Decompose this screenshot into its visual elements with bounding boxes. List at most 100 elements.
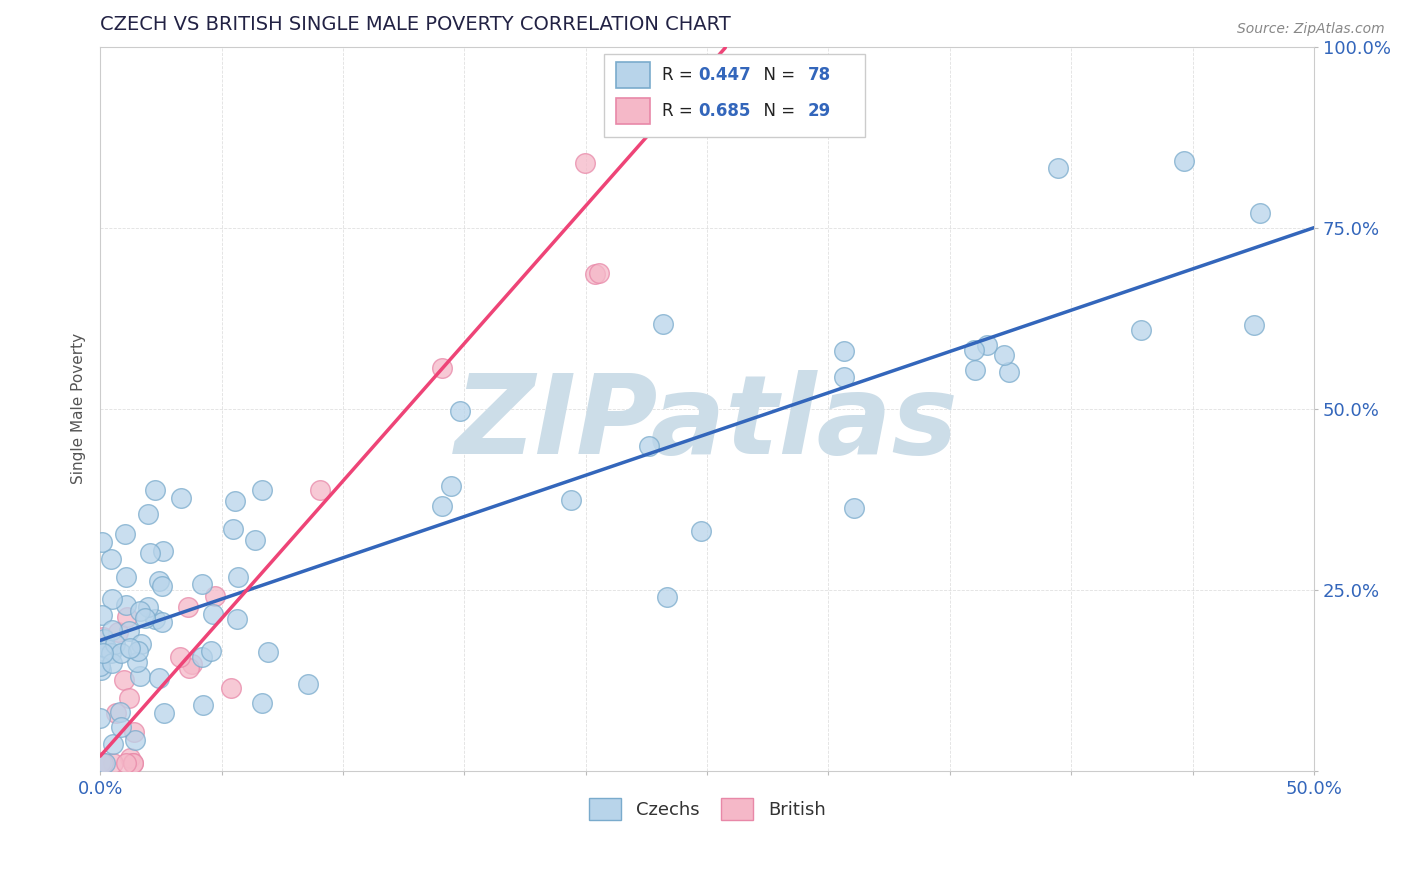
Point [136,599,159,614]
Text: N =: N = [754,102,800,120]
Text: CZECH VS BRITISH SINGLE MALE POVERTY CORRELATION CHART: CZECH VS BRITISH SINGLE MALE POVERTY COR… [100,15,731,34]
Legend: Czechs, British: Czechs, British [581,790,832,827]
Point [101,737,124,751]
Point [107,625,129,640]
Text: 0.447: 0.447 [699,66,751,84]
Point [177,600,200,615]
Point [800,4,823,18]
Point [104,706,127,720]
Point [148,574,170,589]
Point [91,756,114,771]
Y-axis label: Single Male Poverty: Single Male Poverty [72,333,86,484]
Point [115,610,138,624]
Point [100,646,122,660]
Point [1046,161,1069,176]
Point [180,657,202,671]
Point [842,501,865,516]
Point [89,711,111,725]
Point [832,370,855,384]
Point [118,624,141,638]
Point [1130,322,1153,336]
FancyBboxPatch shape [616,62,650,88]
Text: Source: ZipAtlas.com: Source: ZipAtlas.com [1237,22,1385,37]
Point [134,611,156,625]
Text: 78: 78 [808,66,831,84]
Point [90,755,112,769]
FancyBboxPatch shape [603,54,865,137]
Point [150,615,173,630]
Point [655,590,678,604]
Point [91,607,114,622]
Text: N =: N = [754,66,800,84]
Point [129,604,152,618]
Point [93,632,115,646]
Point [651,318,673,332]
Point [122,725,145,739]
Point [91,647,114,661]
Point [834,344,856,359]
Point [190,577,212,591]
Point [152,543,174,558]
Point [104,637,127,651]
Point [430,500,453,514]
Text: 0.685: 0.685 [699,102,751,120]
Point [297,677,319,691]
Text: R =: R = [662,102,699,120]
Point [150,580,173,594]
Point [114,756,136,771]
Point [124,732,146,747]
Point [689,524,711,538]
Point [90,535,112,549]
Point [153,706,176,720]
Point [170,491,193,505]
Point [91,630,114,644]
Point [122,756,145,771]
Point [202,607,225,621]
Point [430,360,453,375]
Point [110,720,132,734]
Point [997,365,1019,379]
Point [129,637,152,651]
Point [1173,154,1195,169]
Point [204,589,226,603]
Point [143,483,166,497]
Point [993,347,1015,361]
Point [169,649,191,664]
Text: ZIPatlas: ZIPatlas [456,369,959,476]
Point [200,644,222,658]
Point [118,690,141,705]
Point [574,156,596,170]
Point [127,655,149,669]
Point [115,569,138,583]
Point [90,663,112,677]
Point [120,751,142,765]
Point [756,27,779,41]
Point [221,522,243,536]
Point [219,681,242,695]
Point [101,756,124,771]
Text: 29: 29 [808,102,831,120]
Point [588,267,610,281]
Point [112,673,135,688]
Point [962,343,984,357]
Point [560,492,582,507]
Point [250,696,273,710]
Point [122,756,145,771]
Point [120,641,142,656]
Point [191,650,214,665]
Point [308,483,330,498]
Point [129,669,152,683]
Point [250,483,273,498]
Point [101,623,124,637]
Point [963,363,986,377]
Point [776,12,799,26]
Point [976,338,998,352]
Point [100,552,122,566]
Point [94,756,117,771]
Point [449,403,471,417]
Point [191,698,214,712]
Point [101,592,124,607]
FancyBboxPatch shape [616,98,650,124]
Point [583,267,606,281]
Point [1249,206,1271,220]
